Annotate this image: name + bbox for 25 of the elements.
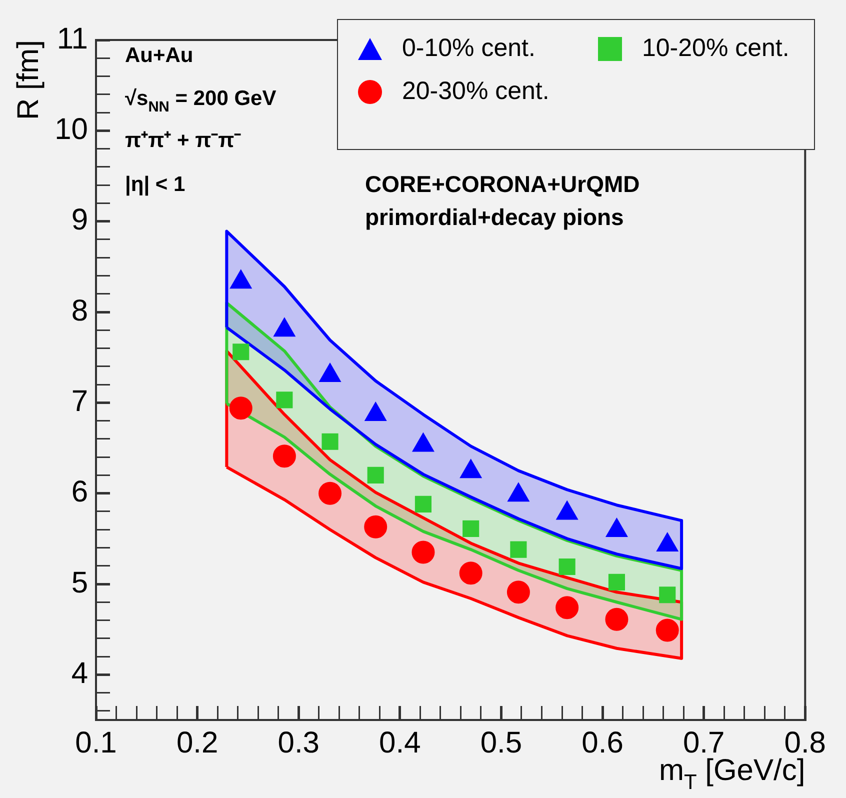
annotation: Au+Au [125, 44, 194, 67]
y-tick-label: 5 [71, 566, 88, 600]
x-tick-label: 0.6 [582, 726, 624, 760]
x-tick-label: 0.4 [379, 726, 421, 760]
annotation: CORE+CORONA+UrQMD [365, 171, 640, 197]
y-tick-label: 9 [71, 204, 88, 237]
annotation: primordial+decay pions [365, 204, 624, 230]
y-tick-label: 10 [54, 112, 88, 146]
legend-label: 10-20% cent. [642, 34, 790, 63]
x-tick-label: 0.7 [682, 726, 725, 760]
legend-label: 0-10% cent. [402, 34, 536, 63]
x-tick-label: 0.5 [480, 726, 522, 760]
x-tick-label: 0.8 [784, 726, 826, 760]
y-tick-label: 4 [71, 656, 88, 690]
y-axis-title: R [fm] [12, 40, 45, 120]
y-tick-label: 11 [56, 22, 88, 56]
x-tick-label: 0.1 [75, 726, 117, 760]
legend-label: 20-30% cent. [402, 77, 550, 106]
y-tick-label: 8 [71, 294, 88, 328]
x-tick-label: 0.2 [176, 726, 218, 760]
annotation: |η| < 1 [125, 173, 186, 196]
x-tick-label: 0.3 [278, 726, 320, 760]
annotation: π⁺π⁺ + π⁻π⁻ [125, 129, 242, 152]
y-tick-label: 6 [71, 476, 88, 509]
y-tick-label: 7 [71, 384, 88, 418]
